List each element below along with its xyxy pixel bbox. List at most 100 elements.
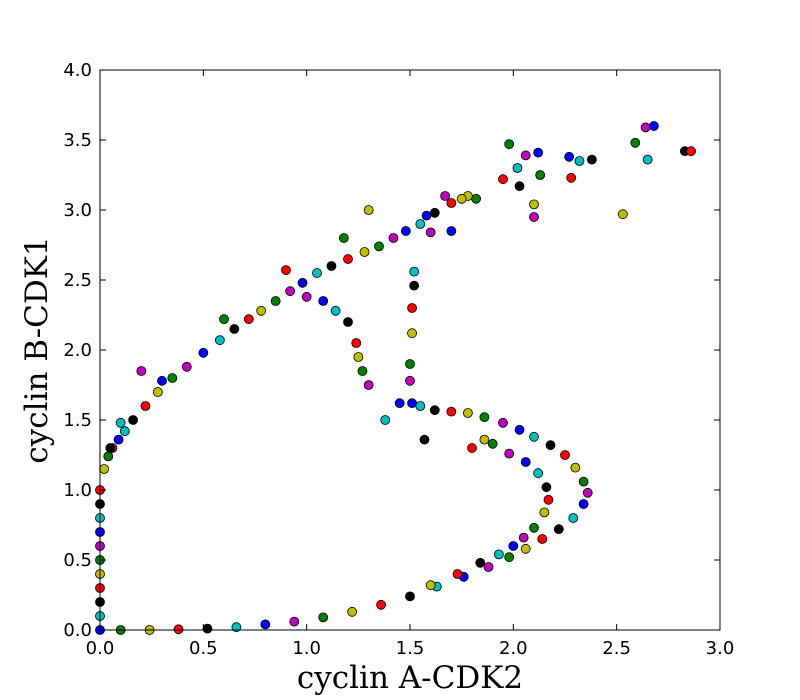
data-point bbox=[456, 193, 467, 204]
x-tick-label: 3.0 bbox=[706, 638, 735, 659]
data-point bbox=[353, 352, 364, 362]
data-point bbox=[363, 380, 374, 390]
data-point bbox=[541, 482, 552, 493]
data-point bbox=[529, 431, 539, 442]
data-point bbox=[152, 387, 163, 397]
data-point bbox=[504, 552, 515, 563]
data-point bbox=[586, 154, 597, 165]
y-tick-label: 1.0 bbox=[63, 480, 92, 501]
data-point bbox=[214, 335, 225, 346]
data-point bbox=[347, 606, 358, 617]
data-point bbox=[351, 338, 362, 348]
data-point bbox=[318, 612, 329, 623]
data-point bbox=[318, 296, 329, 306]
data-point bbox=[617, 209, 628, 220]
data-point bbox=[285, 286, 296, 297]
data-point bbox=[568, 513, 579, 523]
data-point bbox=[535, 170, 546, 180]
data-point bbox=[553, 524, 564, 535]
data-point bbox=[520, 457, 531, 467]
data-point bbox=[648, 121, 659, 131]
data-point bbox=[167, 373, 178, 383]
data-point bbox=[640, 122, 651, 133]
data-point bbox=[289, 616, 300, 627]
data-point bbox=[446, 406, 457, 417]
data-point bbox=[543, 494, 554, 505]
data-point bbox=[119, 426, 130, 437]
data-point bbox=[498, 417, 508, 428]
data-point bbox=[376, 599, 386, 610]
y-tick-label: 3.0 bbox=[63, 200, 92, 221]
data-point bbox=[405, 591, 415, 602]
data-point bbox=[343, 317, 353, 327]
data-point bbox=[686, 146, 696, 157]
data-point bbox=[483, 562, 494, 572]
data-point bbox=[260, 619, 271, 630]
data-point bbox=[330, 305, 341, 316]
data-point bbox=[514, 181, 525, 192]
data-point bbox=[429, 405, 440, 416]
data-point bbox=[578, 499, 589, 509]
data-point bbox=[363, 205, 374, 215]
data-point bbox=[113, 434, 124, 445]
data-point bbox=[407, 398, 417, 409]
data-point bbox=[504, 448, 515, 459]
x-axis-ticks: 0.0 0.5 1.0 1.5 2.0 2.5 3.0 bbox=[86, 70, 735, 659]
data-point bbox=[471, 193, 482, 204]
data-point bbox=[529, 522, 539, 533]
y-tick-label: 0.5 bbox=[63, 550, 92, 571]
data-point bbox=[518, 532, 529, 543]
data-point bbox=[582, 487, 593, 498]
data-point bbox=[529, 212, 539, 222]
y-tick-label: 1.5 bbox=[63, 410, 92, 431]
data-point bbox=[409, 280, 420, 291]
data-points bbox=[95, 121, 696, 635]
data-point bbox=[564, 151, 575, 162]
data-point bbox=[630, 137, 641, 148]
data-point bbox=[570, 462, 581, 473]
data-point bbox=[157, 375, 167, 386]
data-point bbox=[539, 507, 550, 518]
data-point bbox=[560, 450, 570, 460]
data-point bbox=[297, 277, 308, 288]
data-point bbox=[394, 398, 405, 409]
data-point bbox=[574, 156, 585, 166]
data-point bbox=[136, 366, 147, 376]
data-point bbox=[498, 174, 508, 185]
data-point bbox=[462, 408, 473, 418]
data-point bbox=[520, 150, 531, 161]
data-point bbox=[537, 534, 548, 544]
data-point bbox=[512, 163, 523, 173]
data-point bbox=[281, 265, 291, 276]
data-point bbox=[479, 412, 490, 423]
x-tick-label: 1.5 bbox=[396, 638, 425, 659]
data-point bbox=[533, 147, 544, 158]
data-point bbox=[219, 314, 229, 325]
y-tick-label: 4.0 bbox=[63, 60, 92, 81]
data-point bbox=[359, 247, 370, 257]
plot-frame bbox=[99, 69, 721, 631]
data-point bbox=[256, 305, 267, 316]
data-point bbox=[270, 296, 281, 306]
data-point bbox=[452, 569, 463, 579]
data-point bbox=[405, 359, 415, 369]
data-point bbox=[566, 172, 577, 183]
data-point bbox=[545, 440, 556, 451]
data-point bbox=[508, 541, 519, 551]
data-point bbox=[425, 580, 436, 591]
data-point bbox=[578, 476, 589, 487]
data-point bbox=[520, 543, 531, 554]
data-point bbox=[467, 443, 477, 453]
x-tick-label: 0.0 bbox=[86, 638, 115, 659]
data-point bbox=[425, 227, 436, 238]
data-point bbox=[407, 328, 417, 339]
x-tick-label: 2.5 bbox=[602, 638, 631, 659]
data-point bbox=[529, 199, 539, 210]
data-point bbox=[642, 154, 653, 165]
data-point bbox=[440, 191, 451, 201]
y-tick-label: 2.0 bbox=[63, 340, 92, 361]
data-point bbox=[475, 557, 486, 568]
data-point bbox=[99, 464, 110, 474]
data-point bbox=[446, 226, 457, 236]
